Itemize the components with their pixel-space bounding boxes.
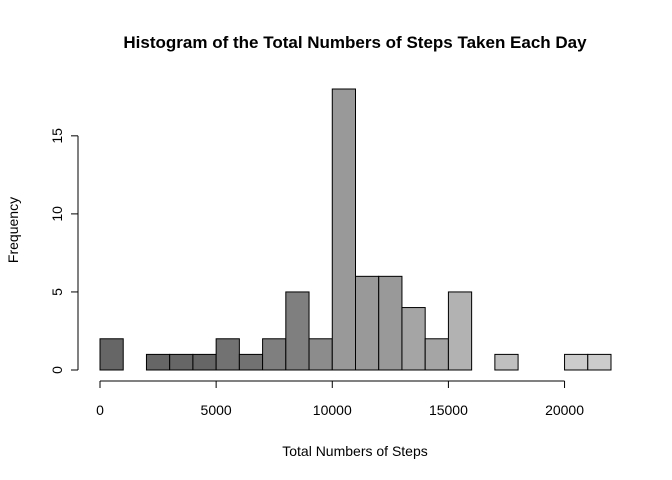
histogram-bar bbox=[169, 353, 194, 371]
chart-title: Histogram of the Total Numbers of Steps … bbox=[123, 33, 587, 52]
y-tick-label: 5 bbox=[49, 288, 65, 296]
y-axis: 0 5 10 15 bbox=[49, 128, 79, 374]
histogram-bar bbox=[378, 275, 403, 371]
x-tick-label: 15000 bbox=[429, 402, 468, 418]
x-tick-label: 20000 bbox=[545, 402, 584, 418]
x-tick-label: 10000 bbox=[313, 402, 352, 418]
histogram-bar bbox=[215, 338, 240, 371]
histogram-bar bbox=[331, 88, 357, 371]
x-axis-label: Total Numbers of Steps bbox=[282, 443, 428, 459]
histogram-bar bbox=[145, 353, 171, 371]
y-tick-label: 10 bbox=[49, 206, 65, 222]
y-tick-label: 0 bbox=[49, 366, 65, 374]
histogram-bar bbox=[99, 338, 124, 371]
histogram-bar bbox=[308, 338, 333, 371]
x-tick-label: 5000 bbox=[201, 402, 232, 418]
x-axis: 0 5000 10000 15000 20000 bbox=[96, 380, 584, 418]
histogram-bar bbox=[355, 275, 380, 371]
histogram-bar bbox=[238, 353, 264, 371]
histogram-bar bbox=[192, 353, 217, 371]
histogram-bar bbox=[564, 353, 589, 371]
histogram-bar bbox=[447, 291, 473, 371]
histogram-bar bbox=[262, 338, 287, 371]
bars-group bbox=[99, 88, 612, 371]
y-tick-label: 15 bbox=[49, 128, 65, 144]
y-axis-label: Frequency bbox=[5, 197, 21, 263]
histogram-bar bbox=[424, 338, 449, 371]
x-tick-label: 0 bbox=[96, 402, 104, 418]
histogram-bar bbox=[401, 307, 426, 371]
histogram-bar bbox=[494, 353, 519, 371]
histogram-bar bbox=[285, 291, 310, 371]
histogram-bar bbox=[587, 353, 612, 371]
